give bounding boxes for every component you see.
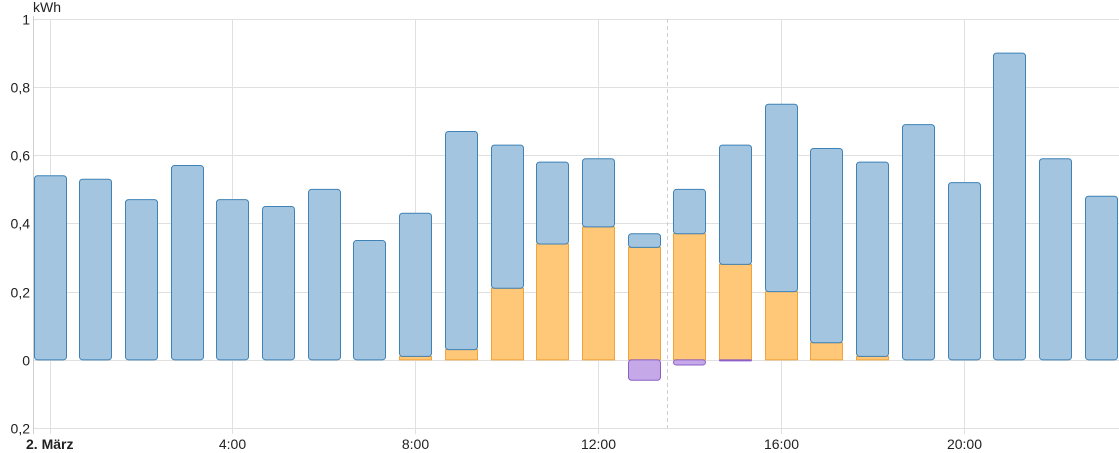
grid-bar xyxy=(673,188,706,235)
grid-bar xyxy=(536,161,569,245)
grid-bar xyxy=(125,199,158,361)
grid-bar xyxy=(948,182,981,361)
solar-bar xyxy=(673,233,706,361)
grid-bar xyxy=(34,175,67,361)
battery-bar xyxy=(673,359,706,366)
x-tick-label: 8:00 xyxy=(402,436,429,452)
x-tick-label: 4:00 xyxy=(219,436,246,452)
y-tick-label: 0,8 xyxy=(11,80,31,96)
solar-bar xyxy=(628,246,661,361)
grid-bar xyxy=(856,161,889,357)
grid-bar xyxy=(902,124,935,361)
grid-bar xyxy=(810,148,843,344)
solar-bar xyxy=(856,355,889,361)
solar-bar xyxy=(536,243,569,361)
x-tick-label: 20:00 xyxy=(947,436,982,452)
grid-bar xyxy=(262,205,295,361)
solar-bar xyxy=(399,355,432,361)
y-tick-label: 0,4 xyxy=(11,216,31,232)
grid-bar xyxy=(765,103,798,293)
x-tick-label: 12:00 xyxy=(581,436,616,452)
battery-bar xyxy=(719,359,752,362)
solar-bar xyxy=(810,342,843,361)
y-tick-label: 0 xyxy=(22,353,30,369)
battery-bar xyxy=(628,359,661,381)
grid-bar xyxy=(171,165,204,361)
grid-bar xyxy=(353,240,386,361)
axes: 10,80,60,40,200,22. März 4:00 8:00 12:00 16:… xyxy=(11,12,983,453)
y-tick-label: 0,2 xyxy=(11,285,31,301)
y-tick-label: 0,6 xyxy=(11,148,31,164)
grid-bar xyxy=(445,130,478,351)
solar-bar xyxy=(765,291,798,361)
grid-bar xyxy=(628,233,661,248)
y-axis-unit-label: kWh xyxy=(33,0,61,15)
grid-bar xyxy=(719,144,752,265)
solar-bar xyxy=(719,263,752,361)
grid-bar xyxy=(1085,195,1118,361)
grid-bar xyxy=(399,212,432,357)
grid-bar xyxy=(1039,158,1072,361)
solar-bar xyxy=(582,226,615,361)
x-tick-label: 16:00 xyxy=(764,436,799,452)
x-tick-label: 2. März xyxy=(26,436,73,452)
bars xyxy=(34,52,1118,381)
grid-bar xyxy=(491,144,524,289)
grid-bar xyxy=(216,199,249,361)
grid-bar xyxy=(308,188,341,361)
grid-bar xyxy=(582,158,615,228)
solar-bar xyxy=(445,349,478,361)
y-tick-label: 1 xyxy=(22,12,30,28)
grid-bar xyxy=(993,52,1026,361)
solar-bar xyxy=(491,287,524,361)
grid-bar xyxy=(79,178,112,361)
y-tick-label: 0,2 xyxy=(11,421,31,437)
